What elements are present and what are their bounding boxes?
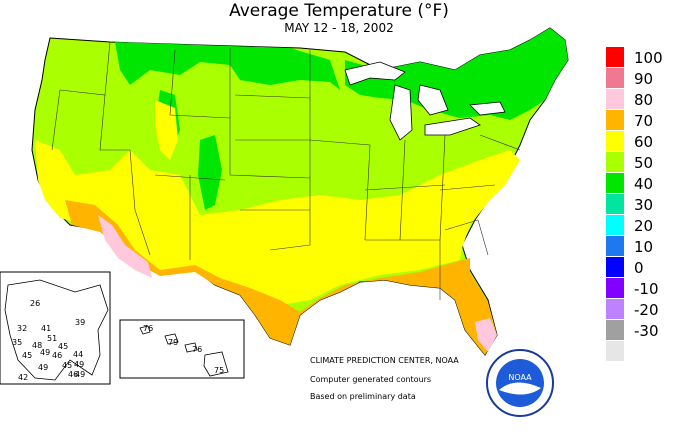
- legend-swatch: [606, 236, 624, 256]
- legend-swatch: [606, 152, 624, 172]
- alaska-temp-label: 35: [12, 338, 23, 347]
- alaska-temp-label: 45: [62, 361, 73, 370]
- legend-label: 80: [634, 91, 654, 109]
- legend-label: 20: [634, 217, 654, 235]
- legend-swatch: [606, 47, 624, 67]
- legend-swatch: [606, 320, 624, 340]
- legend-swatch: [606, 215, 624, 235]
- legend-label: 40: [634, 175, 654, 193]
- legend-label: 0: [634, 259, 644, 277]
- legend-label: 10: [634, 238, 654, 256]
- legend-swatch: [606, 131, 624, 151]
- alaska-temp-label: 45: [58, 342, 69, 351]
- region-80-florida: [475, 318, 497, 352]
- legend-swatch: [606, 194, 624, 214]
- alaska-temp-label: 45: [22, 351, 33, 360]
- legend-label: -20: [634, 301, 659, 319]
- region-80-desert: [98, 215, 152, 278]
- alaska-temp-label: 46: [68, 370, 79, 379]
- credit-line-1: CLIMATE PREDICTION CENTER, NOAA: [310, 356, 459, 365]
- legend-swatch: [606, 278, 624, 298]
- region-60: [35, 140, 520, 305]
- legend-label: 30: [634, 196, 654, 214]
- alaska-temp-label: 51: [47, 334, 58, 343]
- alaska-temp-label: 26: [30, 299, 41, 308]
- alaska-temp-label: 49: [74, 360, 85, 369]
- alaska-temp-label: 49: [40, 348, 51, 357]
- legend-swatch: [606, 299, 624, 319]
- noaa-logo-icon: NOAA: [486, 349, 554, 417]
- hawaii-temp-label: 79: [168, 338, 179, 347]
- alaska-temp-label: 42: [18, 373, 29, 382]
- legend-swatch: [606, 110, 624, 130]
- page-subtitle: MAY 12 - 18, 2002: [284, 21, 394, 35]
- noaa-logo-text: NOAA: [508, 373, 532, 382]
- alaska-outline: [4, 279, 109, 381]
- legend-label: 60: [634, 133, 654, 151]
- hawaii-temp-label: 76: [192, 345, 203, 354]
- legend-swatch: [606, 257, 624, 277]
- legend-label: 100: [634, 49, 663, 67]
- page-title: Average Temperature (°F): [229, 1, 449, 21]
- credit-line-3: Based on preliminary data: [310, 392, 416, 401]
- alaska-temp-label: 39: [75, 318, 86, 327]
- legend-swatch: [606, 341, 624, 361]
- alaska-temp-label: 49: [75, 370, 86, 379]
- alaska-temp-label: 46: [52, 351, 63, 360]
- hawaii-islands: [139, 325, 229, 377]
- alaska-temp-label: 44: [73, 350, 84, 359]
- legend-label: -30: [634, 322, 659, 340]
- legend-swatch: [606, 89, 624, 109]
- region-70: [65, 200, 497, 355]
- hawaii-temp-label: 76: [143, 324, 154, 333]
- hawaii-inset: [119, 319, 245, 379]
- alaska-temp-label: 41: [41, 324, 52, 333]
- alaska-temp-label: 48: [32, 341, 43, 350]
- legend-label: 70: [634, 112, 654, 130]
- region-40-colorado: [198, 135, 222, 210]
- legend-label: -10: [634, 280, 659, 298]
- hawaii-temp-label: 75: [214, 366, 225, 375]
- credit-line-2: Computer generated contours: [310, 375, 432, 384]
- alaska-inset: [0, 271, 111, 385]
- great-lakes: [344, 61, 506, 141]
- region-40-north: [115, 42, 340, 90]
- legend-swatch: [606, 173, 624, 193]
- legend-label: 90: [634, 70, 654, 88]
- state-boundaries: [51, 41, 521, 300]
- alaska-temp-label: 49: [38, 363, 49, 372]
- legend-swatch: [606, 68, 624, 88]
- alaska-temp-label: 32: [17, 324, 28, 333]
- legend-label: 50: [634, 154, 654, 172]
- temperature-map: [0, 27, 569, 385]
